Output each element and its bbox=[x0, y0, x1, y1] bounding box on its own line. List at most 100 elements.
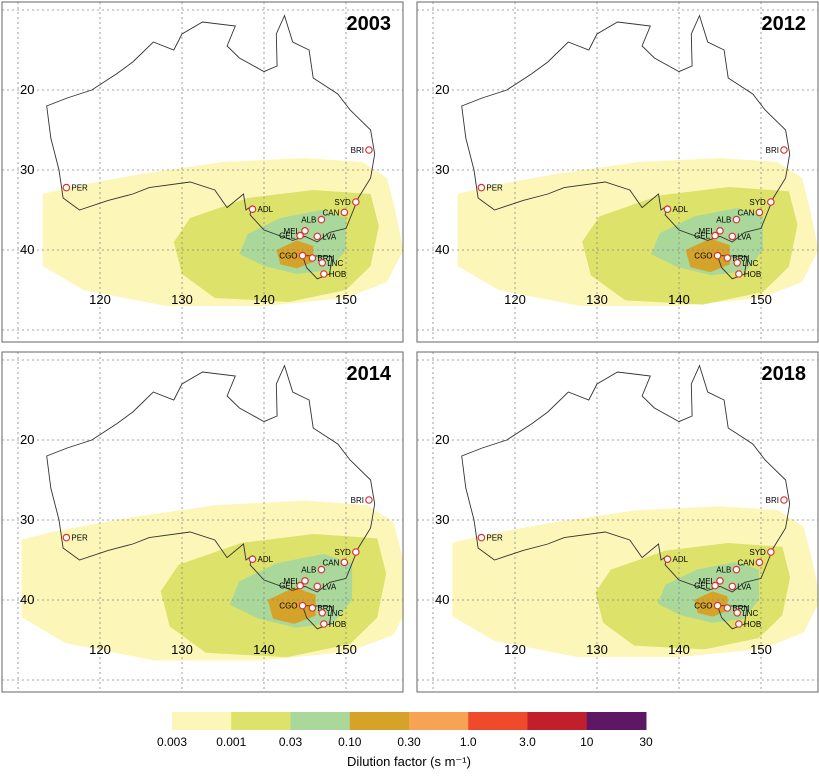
station-label: ALB bbox=[301, 216, 316, 225]
year-label: 2012 bbox=[762, 13, 807, 35]
station-marker bbox=[728, 232, 737, 241]
colorbar-tick-label: 30 bbox=[639, 735, 653, 749]
station-label: HOB bbox=[329, 620, 346, 629]
station-label: LNC bbox=[327, 259, 343, 268]
station-label: ALB bbox=[716, 566, 731, 575]
colorbar-swatch bbox=[349, 712, 410, 730]
station-label: PER bbox=[486, 184, 503, 193]
station-marker bbox=[296, 231, 304, 240]
longitude-label: 130 bbox=[586, 642, 608, 657]
panel-border bbox=[1, 351, 404, 693]
station-label: CGO bbox=[694, 602, 712, 611]
colorbar-tick-label: 0.03 bbox=[279, 735, 303, 749]
longitude-label: 120 bbox=[504, 642, 526, 657]
latitude-label: 40 bbox=[20, 242, 34, 257]
station-marker bbox=[477, 183, 486, 192]
station-marker bbox=[317, 215, 326, 224]
station-label: ALB bbox=[301, 566, 316, 575]
colorbar-tick-label: 0.10 bbox=[338, 735, 362, 749]
station-label: SYD bbox=[334, 548, 351, 557]
station-marker bbox=[365, 496, 373, 504]
station-marker bbox=[780, 496, 788, 504]
station-label: CAN bbox=[737, 558, 754, 567]
latitude-label: 40 bbox=[20, 592, 34, 607]
station-label: ADL bbox=[258, 555, 274, 564]
station-label: HOB bbox=[744, 620, 761, 629]
station-marker bbox=[711, 581, 719, 590]
longitude-label: 140 bbox=[668, 292, 690, 307]
station-label: SYD bbox=[749, 548, 766, 557]
station-label: PER bbox=[486, 534, 503, 543]
footprint bbox=[267, 587, 316, 624]
latitude-label: 20 bbox=[435, 432, 449, 447]
station-label: SYD bbox=[334, 198, 351, 207]
station-label: BRN bbox=[732, 604, 749, 613]
station-label: MEL bbox=[284, 577, 301, 586]
longitude-label: 140 bbox=[253, 292, 275, 307]
latitude-label: 30 bbox=[20, 162, 34, 177]
station-label: PER bbox=[71, 184, 88, 193]
colorbar-swatch bbox=[468, 712, 528, 730]
latitude-label: 30 bbox=[435, 162, 449, 177]
station-label: MEL bbox=[284, 227, 301, 236]
station-label: BRN bbox=[317, 254, 334, 263]
station-label: CAN bbox=[322, 208, 339, 217]
colorbar-tick-label: 10 bbox=[580, 735, 594, 749]
station-marker bbox=[62, 533, 71, 542]
coastline bbox=[461, 364, 791, 593]
station-label: GEL bbox=[694, 582, 711, 591]
station-label: BRN bbox=[317, 604, 334, 613]
longitude-label: 150 bbox=[335, 642, 357, 657]
station-marker bbox=[477, 533, 486, 542]
latitude-label: 20 bbox=[435, 82, 449, 97]
panel-border bbox=[416, 1, 819, 343]
colorbar-tick-label: 0.003 bbox=[157, 735, 187, 749]
station-label: SYD bbox=[749, 198, 766, 207]
station-marker bbox=[755, 208, 764, 217]
station-marker bbox=[716, 227, 724, 235]
station-marker bbox=[301, 577, 309, 585]
station-marker bbox=[248, 555, 257, 564]
station-label: LVA bbox=[737, 232, 752, 241]
station-label: PER bbox=[71, 534, 88, 543]
longitude-label: 130 bbox=[171, 642, 193, 657]
station-marker bbox=[62, 183, 71, 192]
station-marker bbox=[352, 198, 360, 206]
colorbar-swatch bbox=[409, 712, 469, 730]
station-marker bbox=[780, 146, 788, 154]
station-label: ADL bbox=[258, 205, 274, 214]
station-marker bbox=[313, 582, 322, 591]
station-label: LVA bbox=[322, 582, 337, 591]
station-label: BRI bbox=[351, 496, 364, 505]
colorbar-swatch bbox=[231, 712, 291, 730]
station-label: BRI bbox=[351, 146, 364, 155]
station-marker bbox=[308, 604, 317, 612]
station-marker bbox=[711, 231, 719, 240]
station-label: CGO bbox=[694, 252, 712, 261]
station-marker bbox=[755, 558, 764, 567]
station-marker bbox=[308, 254, 317, 262]
station-marker bbox=[296, 581, 304, 590]
station-marker bbox=[713, 601, 722, 610]
station-label: ADL bbox=[673, 205, 689, 214]
station-label: LVA bbox=[737, 582, 752, 591]
station-marker bbox=[663, 555, 672, 564]
panel-border bbox=[1, 1, 404, 343]
station-marker bbox=[663, 205, 672, 214]
latitude-label: 30 bbox=[435, 512, 449, 527]
station-label: BRI bbox=[766, 146, 779, 155]
colorbar-swatch bbox=[586, 712, 647, 730]
station-label: BRI bbox=[766, 496, 779, 505]
station-marker bbox=[767, 548, 775, 556]
footprint bbox=[239, 210, 346, 274]
year-label: 2003 bbox=[347, 13, 392, 35]
station-marker bbox=[317, 565, 326, 574]
station-marker bbox=[313, 232, 322, 241]
